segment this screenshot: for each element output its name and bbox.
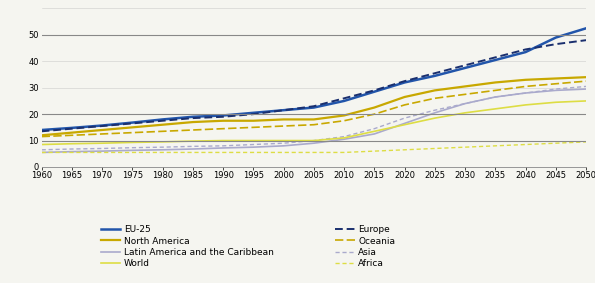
Legend: Europe, Oceania, Asia, Africa: Europe, Oceania, Asia, Africa xyxy=(335,225,395,268)
